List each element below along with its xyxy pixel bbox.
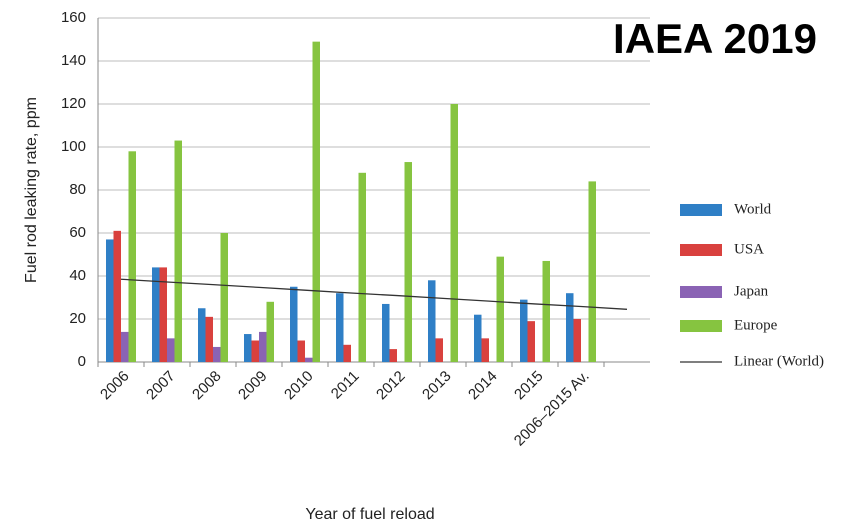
bar <box>474 314 482 362</box>
bar <box>527 321 535 362</box>
legend-swatch <box>680 204 722 216</box>
bar <box>152 267 160 362</box>
bar <box>336 293 344 362</box>
bar <box>428 280 436 362</box>
legend-label: World <box>734 201 772 217</box>
x-tick-label: 2012 <box>373 368 409 404</box>
bar <box>389 349 397 362</box>
legend-swatch <box>680 286 722 298</box>
bar <box>297 340 305 362</box>
y-tick-label: 20 <box>69 310 86 327</box>
legend-label: Linear (World) <box>734 353 824 369</box>
bar <box>113 230 121 362</box>
bar <box>542 260 550 362</box>
bar <box>573 319 581 362</box>
bar <box>198 308 206 362</box>
y-tick-label: 60 <box>69 224 86 241</box>
y-axis-label: Fuel rod leaking rate, ppm <box>23 97 40 283</box>
x-tick-label: 2006 <box>97 368 133 404</box>
bar <box>159 267 167 362</box>
bar <box>205 316 213 362</box>
bar <box>121 331 129 362</box>
x-axis-label: Year of fuel reload <box>305 506 434 523</box>
x-tick-label: 2007 <box>143 368 179 404</box>
x-tick-label: 2013 <box>419 368 455 404</box>
y-tick-label: 80 <box>69 181 86 198</box>
y-tick-label: 100 <box>61 138 86 155</box>
bar <box>251 340 259 362</box>
bar <box>566 293 574 362</box>
legend-label: USA <box>734 241 764 257</box>
bar <box>520 299 528 362</box>
bar <box>106 239 114 362</box>
bar <box>244 334 252 362</box>
bar <box>588 181 596 362</box>
legend-label: Europe <box>734 317 778 333</box>
bar <box>382 303 390 362</box>
bar <box>266 301 274 362</box>
y-tick-label: 0 <box>78 353 86 370</box>
trend-line <box>120 278 628 310</box>
bar <box>496 256 504 362</box>
legend-swatch <box>680 320 722 332</box>
bar <box>435 338 443 362</box>
bar <box>167 338 175 362</box>
x-tick-label: 2009 <box>235 368 271 404</box>
bar <box>213 346 221 362</box>
y-tick-label: 40 <box>69 267 86 284</box>
bar <box>174 140 182 362</box>
y-tick-label: 160 <box>61 9 86 26</box>
bar <box>128 151 136 362</box>
bar <box>404 162 412 362</box>
x-tick-label: 2008 <box>189 368 225 404</box>
y-tick-label: 120 <box>61 95 86 112</box>
bar <box>220 233 228 362</box>
bar <box>450 104 458 362</box>
x-tick-label: 2014 <box>465 368 501 404</box>
x-tick-label: 2015 <box>511 368 547 404</box>
bar <box>358 172 366 362</box>
bar <box>312 41 320 363</box>
x-tick-label: 2010 <box>281 368 317 404</box>
bar <box>305 357 313 362</box>
bar <box>343 344 351 362</box>
bar <box>259 331 267 362</box>
chart-title: IAEA 2019 <box>613 15 817 62</box>
legend-label: Japan <box>734 283 769 299</box>
legend-swatch <box>680 244 722 256</box>
x-tick-label: 2011 <box>328 368 363 403</box>
y-tick-label: 140 <box>61 52 86 69</box>
bar <box>481 338 489 362</box>
bar <box>290 286 298 362</box>
